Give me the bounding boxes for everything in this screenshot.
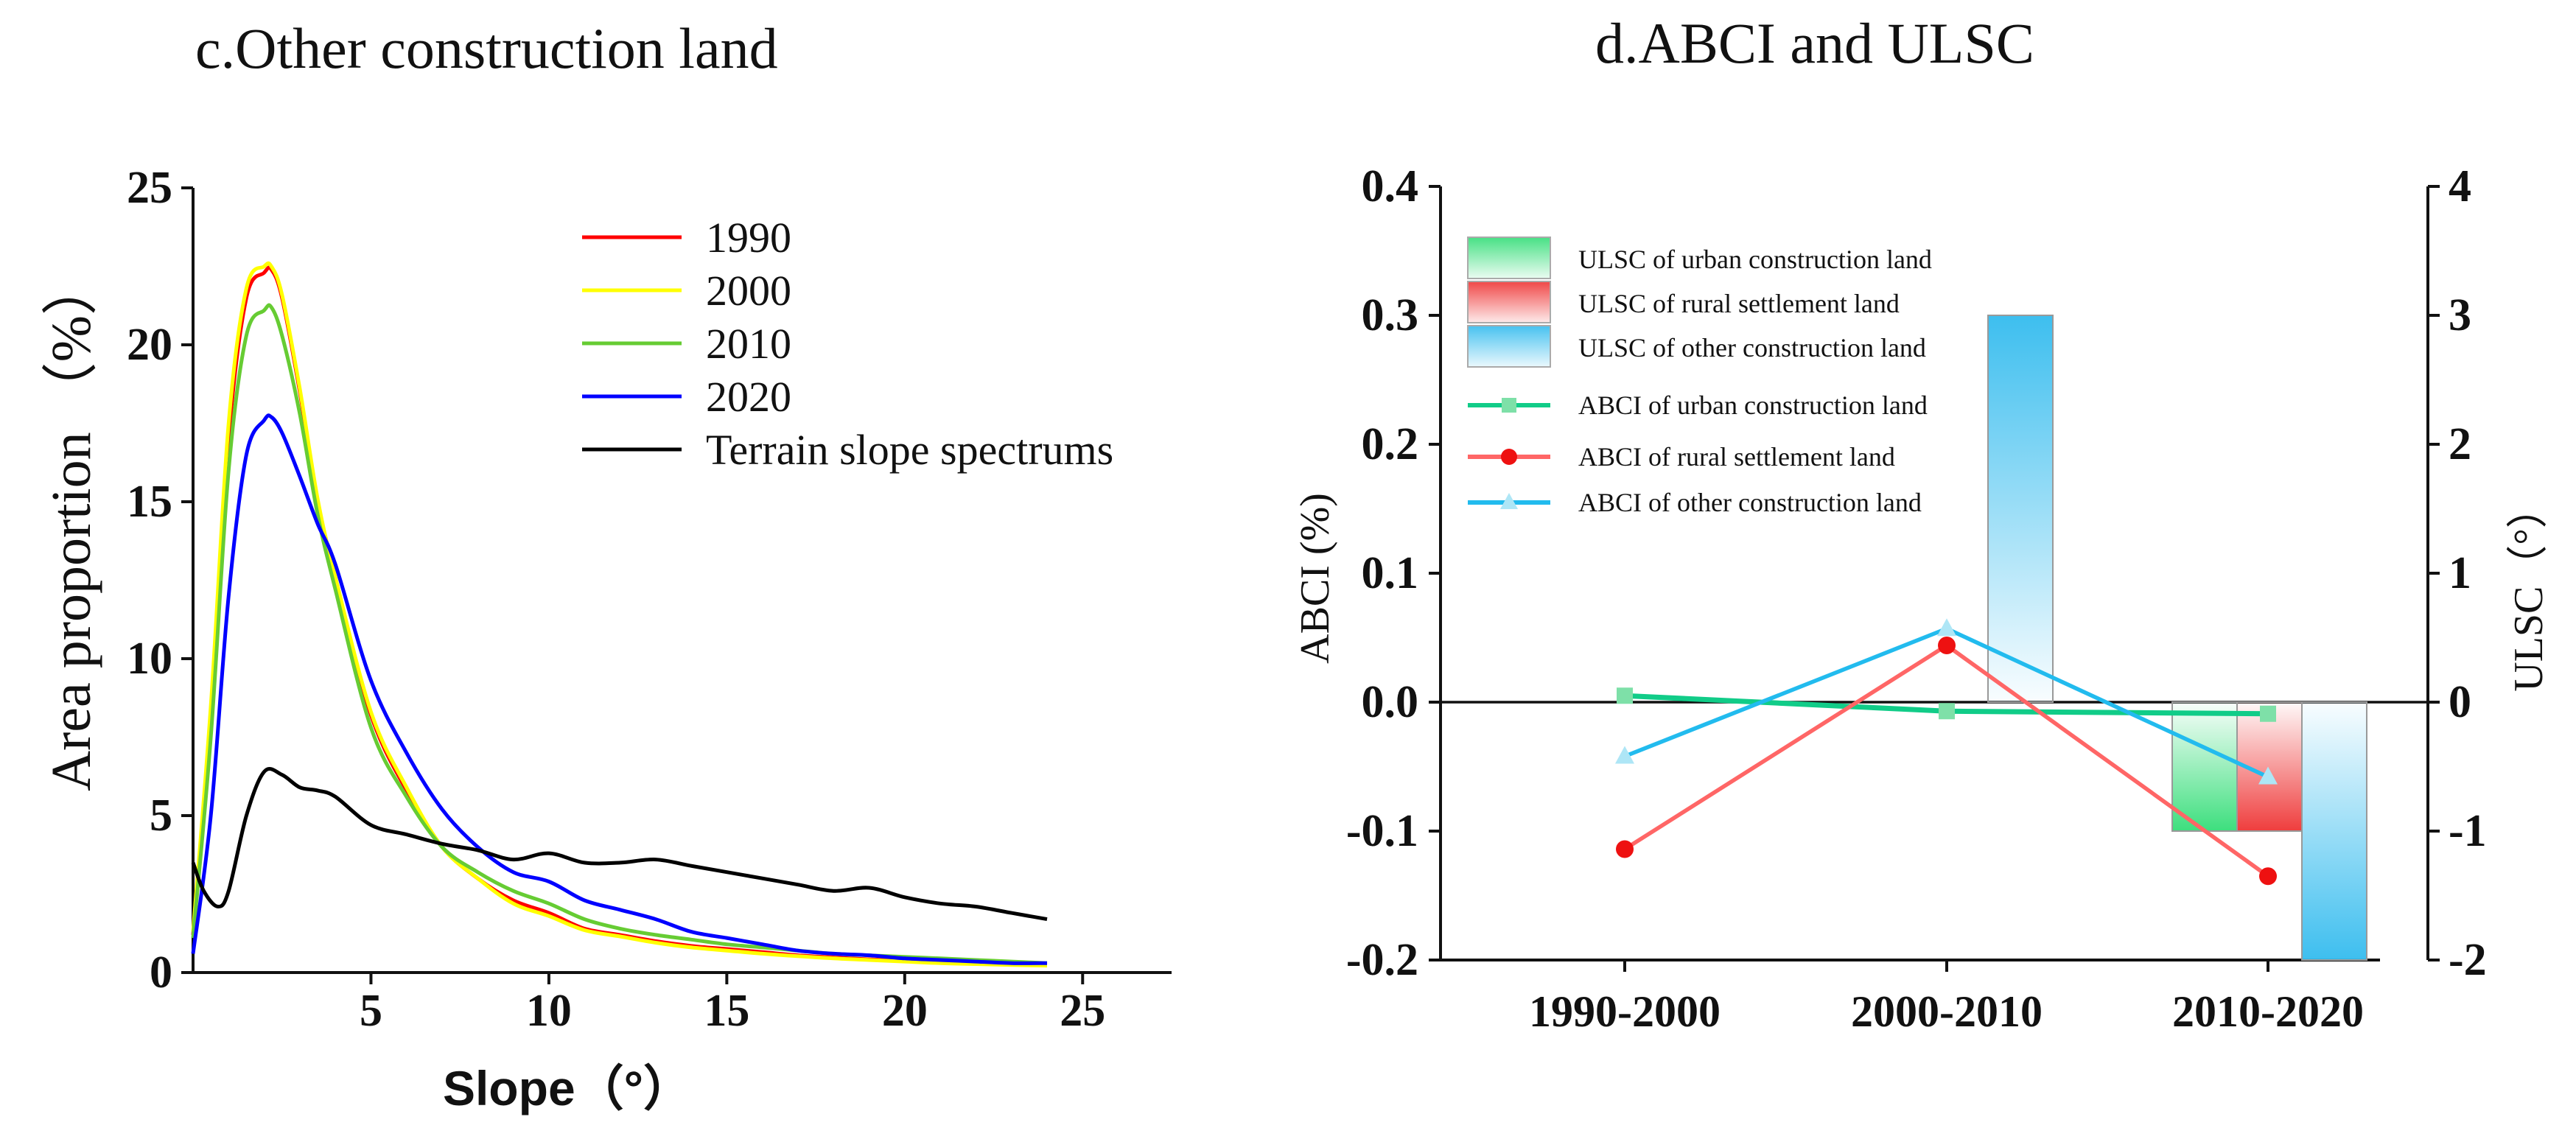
chart-d-legend-bar-swatch: [1467, 325, 1551, 368]
chart-c-y-tick-label: 5: [150, 791, 172, 841]
chart-d-y-tick-label: -0.1: [1346, 806, 1418, 856]
chart-d-y2-tick-label: 1: [2449, 548, 2471, 598]
chart-c-ylabel: Area proportion （%）: [41, 259, 102, 791]
chart-d-legend-label: ULSC of other construction land: [1578, 333, 1926, 362]
chart-d-legend-label: ABCI of urban construction land: [1578, 390, 1928, 420]
chart-d-x-tick-label: 1990-2000: [1529, 987, 1721, 1036]
chart-c-legend-label: 1990: [706, 214, 791, 262]
chart-d-legend-label: ABCI of rural settlement land: [1578, 442, 1895, 472]
chart-d-y-tick-label: -0.2: [1346, 935, 1418, 985]
chart-d-legend-marker: [1501, 449, 1517, 465]
chart-d: d.ABCI and ULSC -0.2 -0.1 0.0 0.1 0.2 0.3 0.4 -…: [1292, 11, 2552, 1036]
chart-c-x-tick-label: 15: [704, 986, 749, 1036]
chart-d-ylabel: ABCI (%): [1292, 493, 1338, 664]
chart-d-legend-label: ULSC of urban construction land: [1578, 245, 1932, 274]
chart-c-legend-label: Terrain slope spectrums: [706, 426, 1113, 474]
chart-d-y-tick-label: 0.2: [1362, 419, 1419, 469]
chart-d-marker-triangle: [2258, 766, 2278, 785]
chart-d-marker-circle: [1616, 840, 1634, 858]
chart-d-marker-square: [1939, 703, 1955, 720]
chart-d-legend-marker: [1502, 398, 1516, 413]
chart-d-y2-tick-label: 2: [2449, 419, 2471, 469]
chart-c: c.Other construction land 5 10 15 20 25 0 5 10 1…: [41, 16, 1172, 1115]
chart-d-title: d.ABCI and ULSC: [1595, 11, 2034, 75]
chart-c-y-tick-label: 25: [127, 163, 172, 213]
chart-d-bar: [2171, 701, 2238, 832]
chart-d-y2-tick-label: -1: [2449, 806, 2487, 856]
chart-d-y-tick-label: 0.4: [1362, 161, 1419, 211]
chart-d-legend-label: ABCI of other construction land: [1578, 488, 1922, 517]
chart-c-series-2000: [191, 261, 1048, 968]
chart-d-legend-marker: [1500, 493, 1518, 509]
chart-d-y-tick-label: 0.0: [1362, 677, 1419, 727]
chart-d-y-tick-label: 0.1: [1362, 548, 1419, 598]
chart-c-y-tick-label: 0: [150, 947, 172, 998]
chart-c-legend-label: 2010: [706, 320, 791, 368]
chart-c-legend: 1990 2000 2010 2020 Terrain slope spectrums: [582, 214, 1113, 474]
chart-d-legend-label: ULSC of rural settlement land: [1578, 289, 1900, 318]
chart-c-y-tick-label: 15: [127, 477, 172, 527]
chart-d-legend-bar-swatch: [1467, 237, 1551, 279]
chart-d-y2-tick-label: 4: [2449, 161, 2471, 211]
chart-c-x-tick-label: 25: [1060, 986, 1105, 1036]
chart-d-y-tick-label: 0.3: [1362, 290, 1419, 340]
chart-d-marker-square: [1617, 687, 1633, 704]
chart-c-xlabel: Slope（°）: [443, 1061, 692, 1115]
chart-d-bar: [2301, 701, 2367, 961]
chart-d-marker-triangle: [1937, 618, 1956, 637]
chart-c-y-tick-label: 20: [127, 320, 172, 370]
chart-d-marker-circle: [1938, 637, 1956, 654]
chart-d-x-tick-label: 2000-2010: [1851, 987, 2043, 1036]
chart-d-y2-tick-label: -2: [2449, 935, 2487, 985]
chart-d-marker-triangle: [1615, 746, 1634, 764]
chart-d-y2label: ULSC（°）: [2506, 487, 2552, 692]
chart-c-series-2020: [191, 413, 1048, 965]
chart-c-legend-label: 2020: [706, 373, 791, 421]
chart-c-y-tick-label: 10: [127, 634, 172, 684]
chart-d-legend-bar-swatch: [1467, 281, 1551, 323]
chart-c-x-tick-label: 10: [526, 986, 572, 1036]
chart-d-marker-square: [2260, 705, 2276, 722]
chart-c-x-tick-label: 5: [360, 986, 382, 1036]
chart-c-x-tick-label: 20: [882, 986, 928, 1036]
chart-d-y2-tick-label: 0: [2449, 677, 2471, 727]
chart-c-title: c.Other construction land: [195, 16, 778, 80]
chart-d-x-tick-label: 2010-2020: [2172, 987, 2364, 1036]
chart-d-y2-tick-label: 3: [2449, 290, 2471, 340]
chart-c-legend-label: 2000: [706, 267, 791, 315]
chart-d-legend: ULSC of urban construction land ULSC of r…: [1467, 237, 1932, 517]
chart-c-series-1990: [191, 265, 1048, 967]
chart-c-series-terrain-slope-spectrums: [191, 767, 1048, 922]
chart-d-marker-circle: [2259, 867, 2277, 886]
chart-d-bar: [1987, 315, 2054, 703]
